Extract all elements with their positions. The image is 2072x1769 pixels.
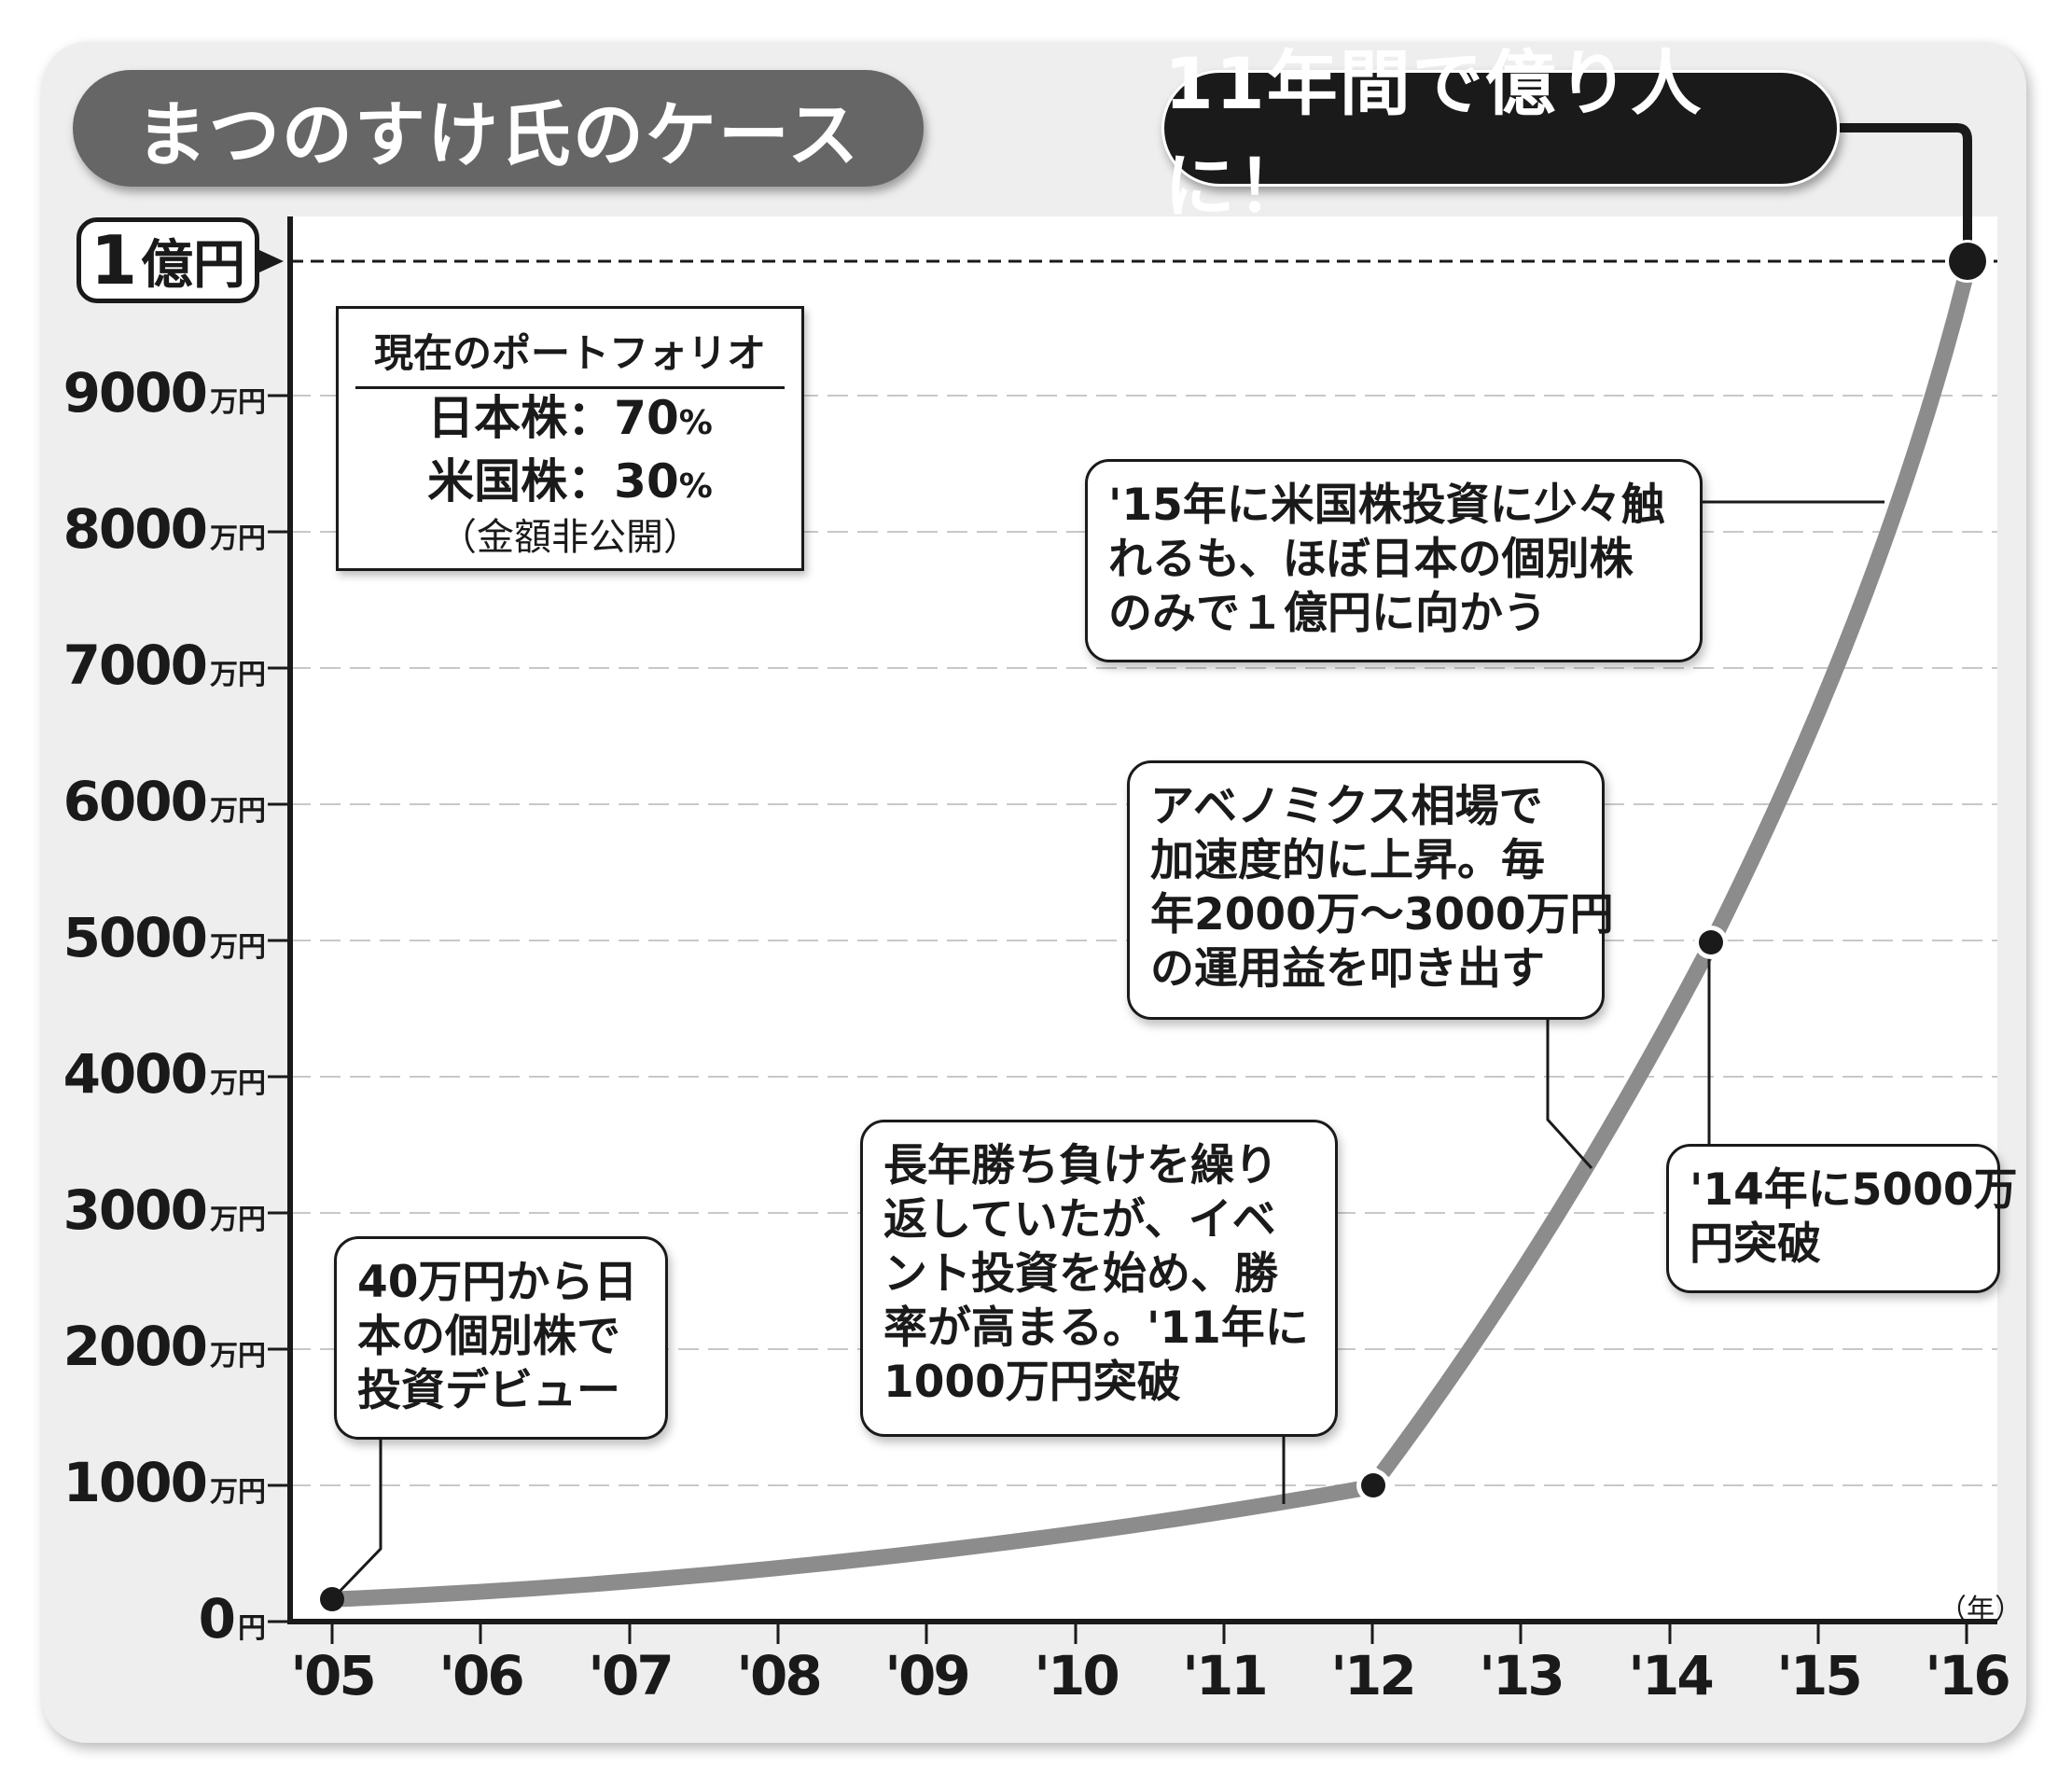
portfolio-label: 米国株： <box>427 454 615 508</box>
portfolio-row-us: 米国株：30% <box>339 453 801 516</box>
callout-event-investing: 長年勝ち負けを繰り 返していたが、イベ ント投資を始め、勝 率が高まる。'11年… <box>860 1120 1338 1437</box>
callout-line: '15年に米国株投資に少々触 <box>1108 480 1665 531</box>
y-tick-unit: 万円 <box>210 931 266 964</box>
portfolio-value: 70 <box>614 391 679 445</box>
y-tick-num: 0 <box>198 1587 236 1651</box>
x-axis-unit: （年） <box>1939 1594 2023 1626</box>
callout-us-stocks: '15年に米国株投資に少々触 れるも、ほぼ日本の個別株 のみで１億円に向かう <box>1085 459 1703 662</box>
y-tick-unit: 万円 <box>210 1067 266 1100</box>
y-tick-unit: 万円 <box>210 386 266 419</box>
y-tick-label: 6000 万円 <box>56 770 266 833</box>
callout-line: 40万円から日 <box>357 1257 638 1308</box>
callout-line: アベノミクス相場で <box>1150 781 1543 832</box>
callout-line: 返していたが、イベ <box>883 1194 1276 1246</box>
callout-line: 円突破 <box>1690 1219 1821 1270</box>
x-tick-label: '13 <box>1479 1644 1564 1707</box>
oku-label: 1 億円 <box>76 217 259 303</box>
x-tick-label: '10 <box>1034 1644 1119 1707</box>
data-points <box>320 240 1989 1611</box>
oku-arrow <box>259 250 284 272</box>
callout-line: 加速度的に上昇。毎 <box>1150 835 1545 886</box>
x-tick-label: '11 <box>1182 1644 1268 1707</box>
oku-number: 1 <box>90 221 138 299</box>
y-tick-num: 5000 <box>63 906 208 969</box>
y-tick-num: 9000 <box>63 361 208 425</box>
headline-connector <box>1840 123 1972 252</box>
y-tick-label: 2000 万円 <box>56 1315 266 1378</box>
callout-abenomics: アベノミクス相場で 加速度的に上昇。毎 年2000万～3000万円 の運用益を叩… <box>1127 760 1614 1020</box>
case-title-text: まつのすけ氏のケース <box>135 92 861 176</box>
oku-unit: 億円 <box>141 234 246 296</box>
y-tick-num: 7000 <box>63 634 208 697</box>
callout-5000-breakthrough: '14年に5000万 円突破 <box>1666 1144 2018 1293</box>
callout-line: のみで１億円に向かう <box>1108 588 1547 639</box>
callout-debut: 40万円から日 本の個別株で 投資デビュー <box>334 1236 668 1440</box>
y-tick-num: 6000 <box>63 770 208 833</box>
y-tick-unit: 万円 <box>210 1476 266 1509</box>
y-tick-label: 3000 万円 <box>56 1178 266 1242</box>
y-tick-num: 4000 <box>63 1042 208 1106</box>
portfolio-pct: % <box>678 404 713 442</box>
x-ticks <box>330 1622 1968 1644</box>
portfolio-row-japan: 日本株：70% <box>339 389 801 453</box>
y-tick-label: 5000 万円 <box>56 906 266 969</box>
y-ticks <box>268 394 290 1623</box>
case-title: まつのすけ氏のケース <box>73 70 924 187</box>
portfolio-value: 30 <box>614 454 679 508</box>
portfolio-note: （金額非公開） <box>439 516 701 559</box>
callout-line: 投資デビュー <box>357 1365 620 1416</box>
x-tick-label: '15 <box>1776 1644 1862 1707</box>
callout-line: 本の個別株で <box>357 1311 620 1362</box>
y-tick-label: 1000 万円 <box>56 1451 266 1514</box>
callout-line: 1000万円突破 <box>883 1357 1181 1408</box>
y-tick-unit: 円 <box>238 1612 266 1645</box>
leader-lines <box>330 500 1884 1601</box>
portfolio-pct: % <box>678 467 713 506</box>
y-tick-unit: 万円 <box>210 795 266 828</box>
x-tick-label: '14 <box>1628 1644 1714 1707</box>
portfolio-label: 日本株： <box>427 391 615 445</box>
y-tick-label: 8000 万円 <box>56 497 266 561</box>
y-tick-label: 7000 万円 <box>56 634 266 697</box>
callout-line: ント投資を始め、勝 <box>883 1248 1278 1300</box>
asset-curve <box>335 1480 1366 1608</box>
y-tick-label: 4000 万円 <box>56 1042 266 1106</box>
callout-line: れるも、ほぼ日本の個別株 <box>1108 534 1634 585</box>
y-tick-unit: 万円 <box>210 1204 266 1236</box>
x-tick-label: '06 <box>438 1644 524 1707</box>
y-tick-unit: 万円 <box>210 1340 266 1372</box>
y-tick-num: 8000 <box>63 497 208 561</box>
y-tick-num: 3000 <box>63 1178 208 1242</box>
y-tick-num: 2000 <box>63 1315 208 1378</box>
headline-text: 11年間で億り人に！ <box>1164 41 1703 228</box>
portfolio-box: 現在のポートフォリオ 日本株：70% 米国株：30% （金額非公開） <box>336 306 804 571</box>
x-tick-label: '07 <box>588 1644 674 1707</box>
x-tick-label: '12 <box>1330 1644 1416 1707</box>
callout-line: 率が高まる。'11年に <box>883 1302 1309 1354</box>
y-tick-num: 1000 <box>63 1451 208 1514</box>
callout-line: 長年勝ち負けを繰り <box>883 1140 1278 1191</box>
x-tick-label: '09 <box>884 1644 970 1707</box>
x-tick-label: '05 <box>290 1644 376 1707</box>
portfolio-title: 現在のポートフォリオ <box>355 322 785 389</box>
y-tick-unit: 万円 <box>210 522 266 555</box>
callout-line: 年2000万～3000万円 <box>1150 889 1614 940</box>
y-tick-unit: 万円 <box>210 659 266 691</box>
y-tick-label: 9000 万円 <box>56 361 266 425</box>
callout-line: の運用益を叩き出す <box>1150 943 1545 995</box>
x-tick-label: '08 <box>736 1644 822 1707</box>
headline-badge: 11年間で億り人に！ <box>1161 42 1840 228</box>
x-tick-label: '16 <box>1925 1644 2010 1707</box>
callout-line: '14年に5000万 <box>1690 1164 2018 1216</box>
